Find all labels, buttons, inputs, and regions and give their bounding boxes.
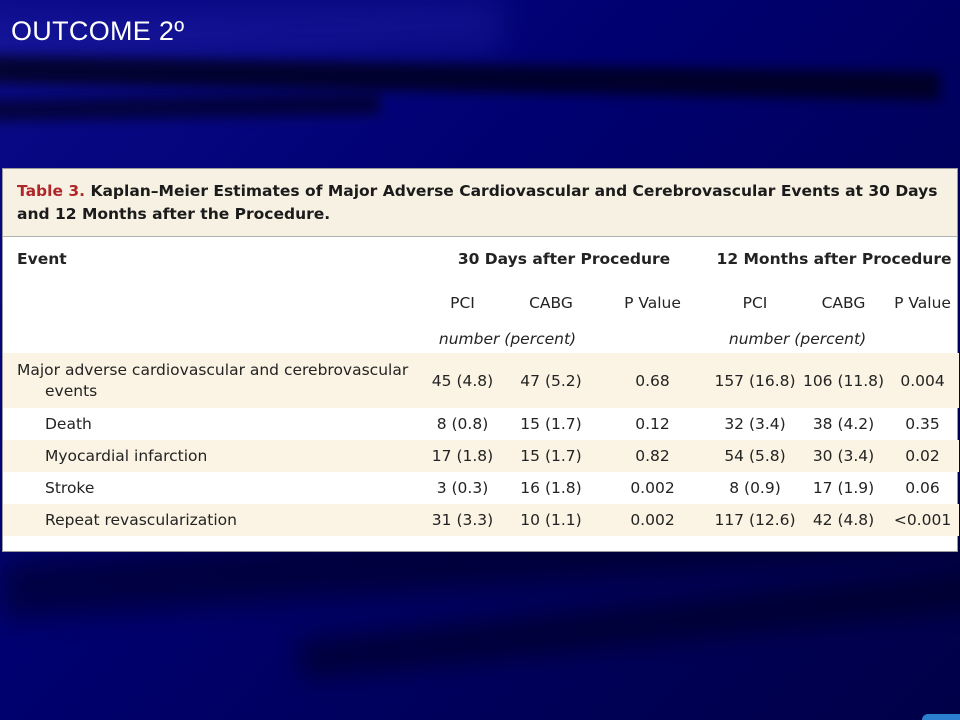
value-cabg-30d: 15 (1.7) <box>520 415 582 433</box>
table-title: Kaplan–Meier Estimates of Major Adverse … <box>17 182 938 223</box>
event-name: Death <box>45 415 92 433</box>
value-cabg-12m: 17 (1.9) <box>812 479 875 497</box>
value-pvalue-12m: 0.02 <box>886 440 960 472</box>
unit-label-12m: number (percent) <box>728 330 867 348</box>
table-row: Myocardial infarction 17 (1.8) 15 (1.7) … <box>3 440 960 472</box>
value-pci-30d: 45 (4.8) <box>419 353 506 408</box>
value-pvalue-12m: 0.004 <box>886 353 960 408</box>
results-table-card: Table 3. Kaplan–Meier Estimates of Major… <box>2 168 960 552</box>
table-row: Stroke 3 (0.3) 16 (1.8) 0.002 8 (0.9) 17… <box>3 472 959 504</box>
slide-title: OUTCOME 2º <box>11 16 185 46</box>
value-pci-30d: 3 (0.3) <box>436 479 489 497</box>
header-row: Event 30 Days after Procedure 12 Months … <box>3 237 959 281</box>
value-pci-30d: 17 (1.8) <box>419 440 506 472</box>
value-cabg-12m: 30 (3.4) <box>801 440 887 472</box>
value-pci-12m: 32 (3.4) <box>724 415 786 433</box>
group-header-30-days: 30 Days after Procedure <box>457 250 671 268</box>
value-pci-30d: 31 (3.3) <box>419 504 506 536</box>
unit-row: number (percent) number (percent) <box>3 325 959 353</box>
value-pvalue-30d: 0.82 <box>596 440 710 472</box>
value-pvalue-12m: 0.06 <box>905 479 940 497</box>
results-table: Event 30 Days after Procedure 12 Months … <box>3 237 960 536</box>
unit-label-30d: number (percent) <box>438 330 577 348</box>
event-name: Stroke <box>45 479 95 497</box>
value-pci-12m: 54 (5.8) <box>709 440 802 472</box>
column-header-cabg-30d: CABG <box>529 294 573 312</box>
table-row: Repeat revascularization 31 (3.3) 10 (1.… <box>3 504 960 536</box>
table-row: Death 8 (0.8) 15 (1.7) 0.12 32 (3.4) 38 … <box>3 408 959 440</box>
value-cabg-30d: 16 (1.8) <box>520 479 582 497</box>
subheader-row: PCI CABG P Value PCI CABG P Value <box>3 281 959 325</box>
value-pci-12m: 117 (12.6) <box>709 504 802 536</box>
value-pvalue-12m: 0.35 <box>905 415 940 433</box>
column-header-cabg-12m: CABG <box>821 294 866 312</box>
event-name: Major adverse cardiovascular and cerebro… <box>3 353 419 408</box>
table-label: Table 3. <box>17 182 86 200</box>
value-cabg-12m: 38 (4.2) <box>812 415 875 433</box>
table-caption: Table 3. Kaplan–Meier Estimates of Major… <box>3 169 957 237</box>
corner-accent <box>922 714 960 720</box>
table-row: Major adverse cardiovascular and cerebro… <box>3 353 960 408</box>
column-header-pci-12m: PCI <box>742 294 768 312</box>
value-pvalue-12m: <0.001 <box>886 504 960 536</box>
event-name-line1: Major adverse cardiovascular and cerebro… <box>17 360 409 379</box>
column-header-pci-30d: PCI <box>450 294 475 312</box>
event-name: Repeat revascularization <box>3 504 419 536</box>
value-cabg-30d: 10 (1.1) <box>506 504 596 536</box>
value-pci-30d: 8 (0.8) <box>436 415 489 433</box>
value-pvalue-30d: 0.12 <box>635 415 670 433</box>
event-name: Myocardial infarction <box>3 440 419 472</box>
value-pvalue-30d: 0.002 <box>630 479 675 497</box>
value-cabg-12m: 106 (11.8) <box>801 353 887 408</box>
value-pci-12m: 157 (16.8) <box>709 353 802 408</box>
column-header-pvalue-30d: P Value <box>624 294 681 312</box>
value-pci-12m: 8 (0.9) <box>729 479 781 497</box>
value-pvalue-30d: 0.002 <box>596 504 710 536</box>
value-cabg-12m: 42 (4.8) <box>801 504 887 536</box>
value-cabg-30d: 15 (1.7) <box>506 440 596 472</box>
column-header-pvalue-12m: P Value <box>894 294 951 312</box>
event-name-line2: events <box>45 381 98 400</box>
event-column-header: Event <box>17 250 67 268</box>
value-pvalue-30d: 0.68 <box>596 353 710 408</box>
group-header-12-months: 12 Months after Procedure <box>716 250 952 268</box>
value-cabg-30d: 47 (5.2) <box>506 353 596 408</box>
